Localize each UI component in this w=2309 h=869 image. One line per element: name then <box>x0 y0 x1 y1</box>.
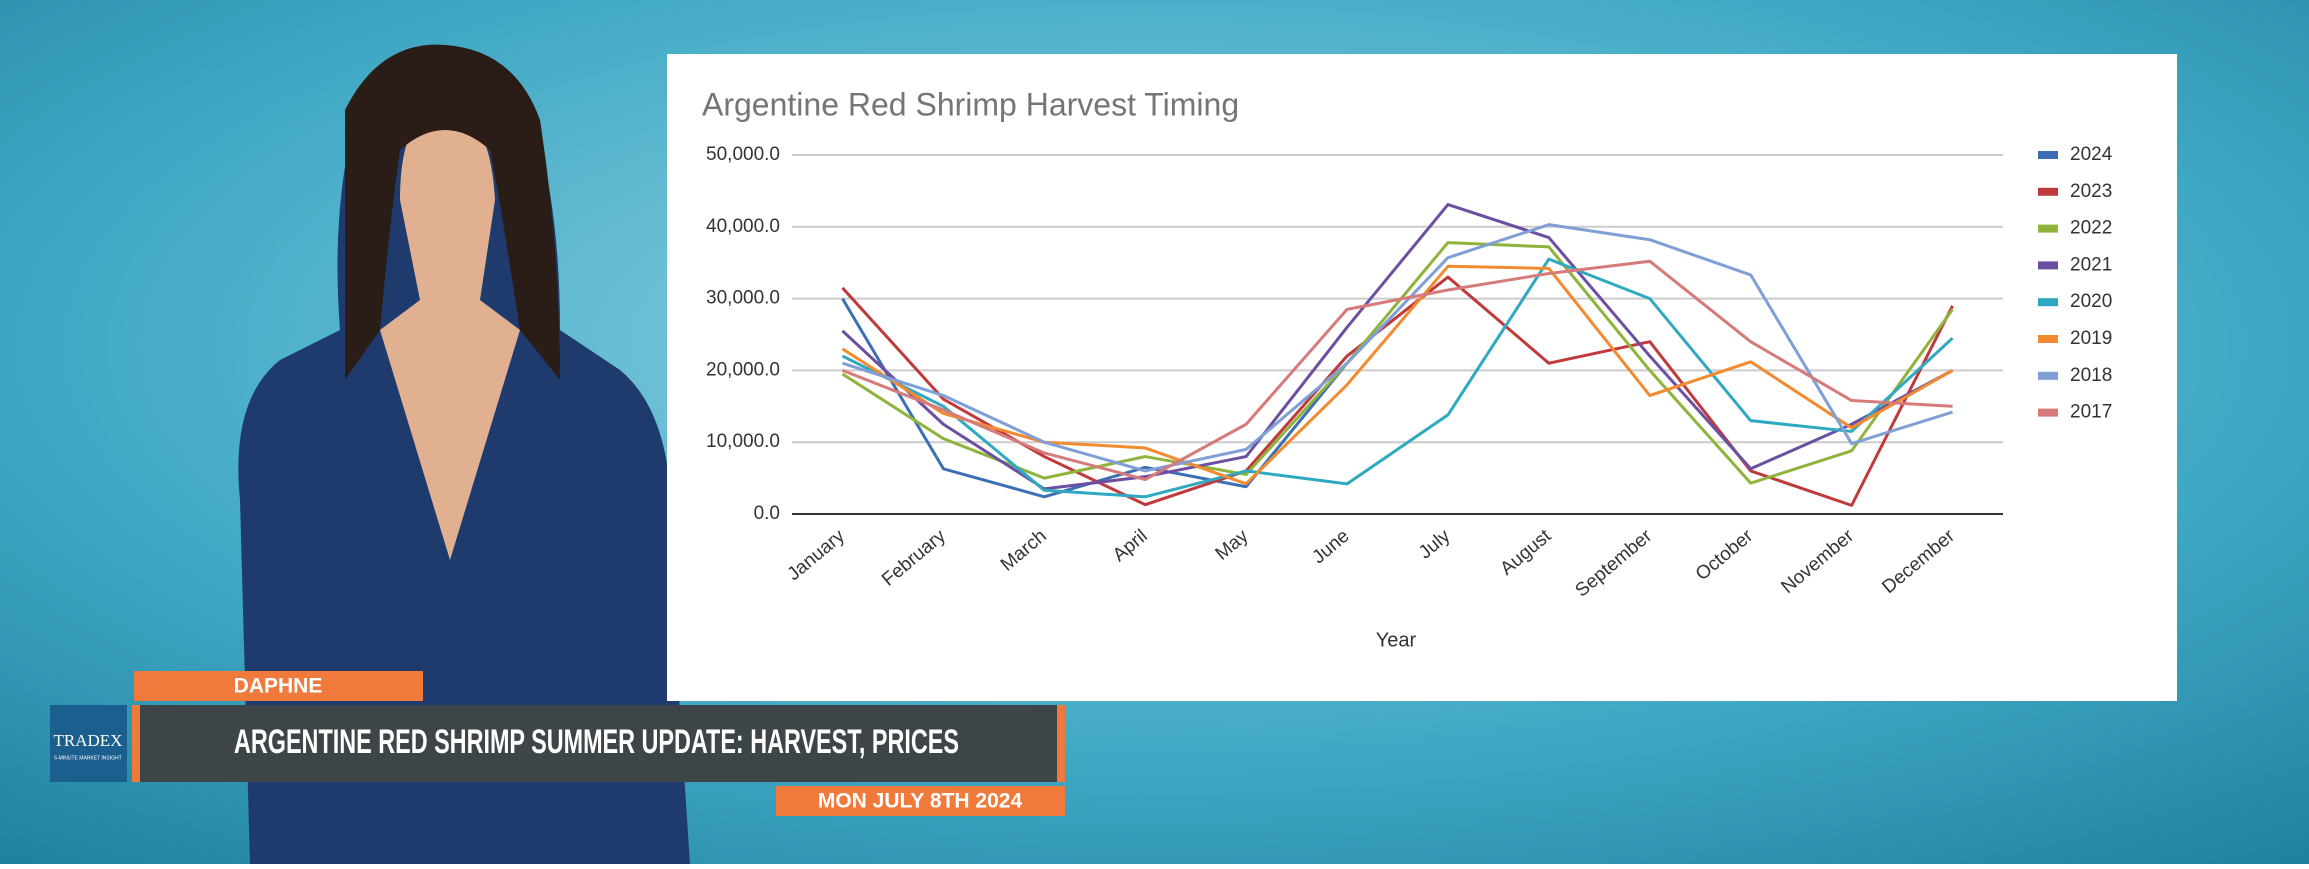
legend-swatch <box>2038 224 2058 233</box>
legend-label: 2018 <box>2070 365 2112 386</box>
legend-swatch <box>2038 298 2058 307</box>
presenter <box>238 44 691 865</box>
chart-title: Argentine Red Shrimp Harvest Timing <box>702 86 1239 122</box>
legend-label: 2024 <box>2070 144 2113 165</box>
logo-name: TRADEX <box>54 731 123 750</box>
y-tick-label: 30,000.0 <box>706 288 780 309</box>
y-tick-label: 10,000.0 <box>706 431 780 452</box>
legend-label: 2017 <box>2070 402 2112 423</box>
headline-bar <box>140 705 1057 782</box>
legend-label: 2019 <box>2070 328 2112 349</box>
legend-label: 2023 <box>2070 181 2112 202</box>
legend-swatch <box>2038 408 2058 417</box>
presenter-tag <box>134 671 423 701</box>
legend-swatch <box>2038 187 2058 196</box>
series-line <box>841 259 1953 482</box>
date: MON JULY 8TH 2024 <box>818 790 1023 813</box>
y-tick-label: 0.0 <box>754 503 780 524</box>
legend-label: 2022 <box>2070 218 2112 239</box>
y-tick-label: 40,000.0 <box>706 216 780 237</box>
x-axis-title: Year <box>1376 629 1417 651</box>
legend-swatch <box>2038 371 2058 380</box>
series-line <box>842 223 1953 473</box>
date-tag <box>776 786 1065 816</box>
chart-panel <box>667 54 2177 701</box>
y-tick-label: 20,000.0 <box>706 359 780 380</box>
legend-swatch <box>2038 261 2058 270</box>
headline: ARGENTINE RED SHRIMP SUMMER UPDATE: HARV… <box>234 723 959 761</box>
lower-third: DAPHNE TRADEX 5-MINUTE MARKET INSIGHT AR… <box>50 671 1065 816</box>
legend-swatch <box>2038 151 2058 159</box>
legend-label: 2020 <box>2070 291 2112 312</box>
accent <box>1057 705 1065 782</box>
series-line <box>841 264 1954 486</box>
logo-tagline: 5-MINUTE MARKET INSIGHT <box>54 755 121 761</box>
series-line <box>841 257 1954 499</box>
presenter-name: DAPHNE <box>234 675 323 698</box>
y-tick-label: 50,000.0 <box>706 144 780 165</box>
accent <box>132 705 140 782</box>
legend-swatch <box>2038 335 2058 343</box>
legend-label: 2021 <box>2070 254 2112 275</box>
logo <box>50 705 127 782</box>
series-line <box>841 241 1954 485</box>
